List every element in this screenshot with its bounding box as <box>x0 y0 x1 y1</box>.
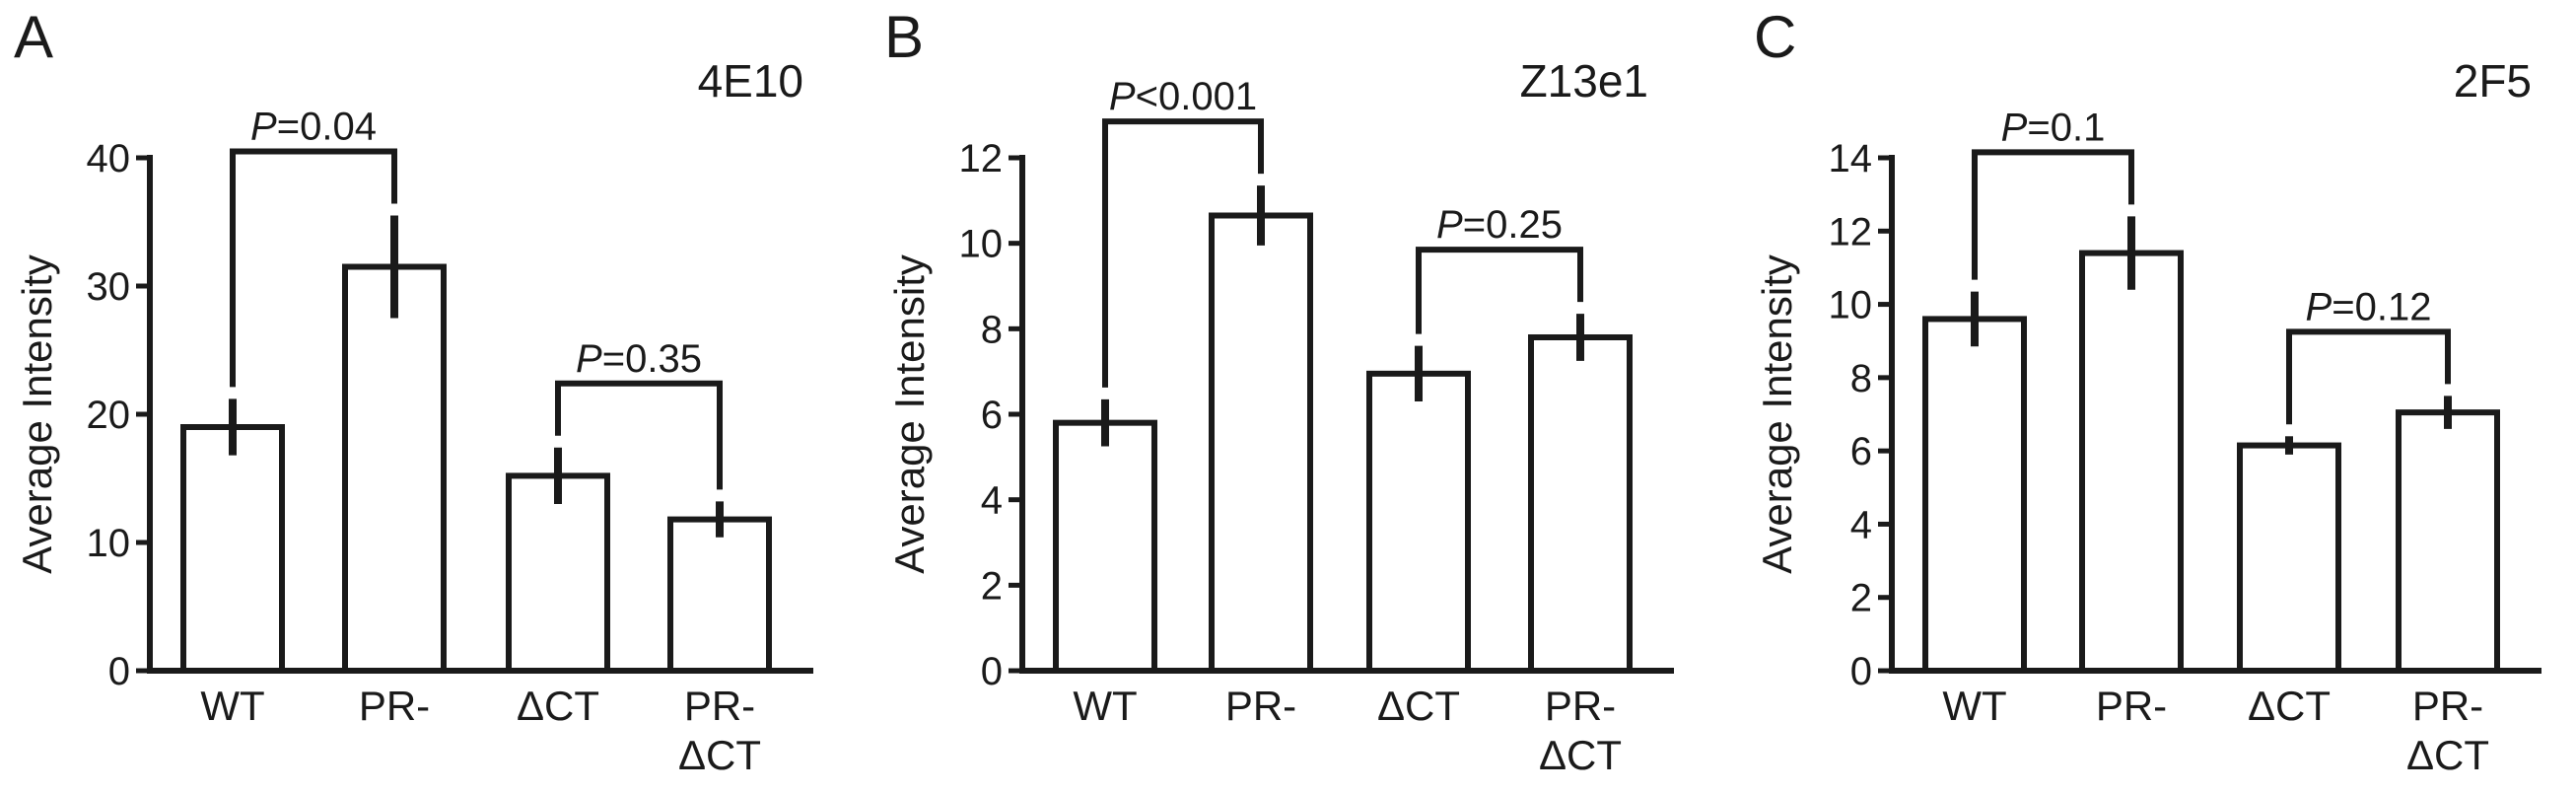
category-label: ΔCT <box>2248 683 2331 729</box>
significance-bracket-0 <box>230 148 397 388</box>
p-value-label: P=0.04 <box>250 106 377 149</box>
panel-title: Z13e1 <box>1520 55 1648 107</box>
p-value-label: P=0.12 <box>2306 285 2432 328</box>
bar-0 <box>1922 316 2027 674</box>
y-tick-label: 8 <box>981 308 1003 351</box>
significance-bracket-0 <box>1102 118 1264 388</box>
panel-letter: C <box>1754 4 1796 70</box>
y-tick-label: 10 <box>1829 284 1873 327</box>
panel-title: 4E10 <box>698 55 803 107</box>
y-tick-label: 6 <box>1850 430 1872 473</box>
category-label: ΔCT <box>517 683 599 729</box>
y-tick-label: 20 <box>87 394 131 437</box>
y-tick-label: 0 <box>981 650 1003 693</box>
bar-2 <box>2237 442 2341 675</box>
bar-1 <box>1209 212 1313 674</box>
bar-1 <box>342 263 447 674</box>
y-tick-label: 10 <box>959 223 1004 266</box>
y-axis-label: Average Intensity <box>886 254 933 574</box>
y-tick-label: 2 <box>1850 577 1872 620</box>
y-tick-label: 10 <box>87 522 131 565</box>
y-tick-label: 14 <box>1829 137 1873 180</box>
bar-3 <box>2396 409 2500 674</box>
bar-2 <box>1366 370 1471 674</box>
category-label: WT <box>1073 683 1137 729</box>
p-value-label: P<0.001 <box>1109 75 1257 118</box>
bar-3 <box>667 516 772 674</box>
bar-0 <box>180 424 285 674</box>
significance-bracket-1 <box>1416 247 1583 334</box>
y-tick-label: 4 <box>1850 503 1872 546</box>
category-label: PR- <box>359 683 430 729</box>
y-tick-label: 30 <box>87 265 131 309</box>
panel-title: 2F5 <box>2454 55 2532 107</box>
category-label: ΔCT <box>1377 683 1460 729</box>
category-label: ΔCT <box>2406 732 2489 778</box>
y-axis-label: Average Intensity <box>1754 254 1800 574</box>
p-value-label: P=0.25 <box>1436 203 1563 247</box>
bar-2 <box>506 472 610 674</box>
y-tick-label: 0 <box>108 650 130 693</box>
category-label: PR- <box>684 683 755 729</box>
y-tick-label: 0 <box>1850 650 1872 693</box>
category-label: PR- <box>1225 683 1296 729</box>
y-tick-label: 12 <box>959 137 1004 180</box>
category-label: ΔCT <box>1539 732 1622 778</box>
y-tick-label: 6 <box>981 394 1003 437</box>
significance-bracket-1 <box>555 380 723 490</box>
bar-0 <box>1053 419 1157 674</box>
y-tick-label: 40 <box>87 137 131 180</box>
category-label: ΔCT <box>678 732 761 778</box>
category-label: WT <box>1942 683 2006 729</box>
panel-letter: A <box>14 4 53 70</box>
category-label: PR- <box>2096 683 2167 729</box>
bar-1 <box>2079 250 2184 674</box>
y-tick-label: 2 <box>981 564 1003 608</box>
y-tick-label: 4 <box>981 479 1003 523</box>
category-label: PR- <box>1545 683 1616 729</box>
p-value-label: P=0.1 <box>2001 106 2106 149</box>
significance-bracket-1 <box>2286 328 2451 425</box>
panel-letter: B <box>884 4 924 70</box>
bar-3 <box>1528 334 1633 674</box>
significance-bracket-0 <box>1972 149 2134 280</box>
y-axis-label: Average Intensity <box>14 254 60 574</box>
p-value-label: P=0.35 <box>576 337 702 381</box>
y-tick-label: 8 <box>1850 357 1872 400</box>
category-label: WT <box>200 683 264 729</box>
category-label: PR- <box>2412 683 2483 729</box>
y-tick-label: 12 <box>1829 210 1873 253</box>
